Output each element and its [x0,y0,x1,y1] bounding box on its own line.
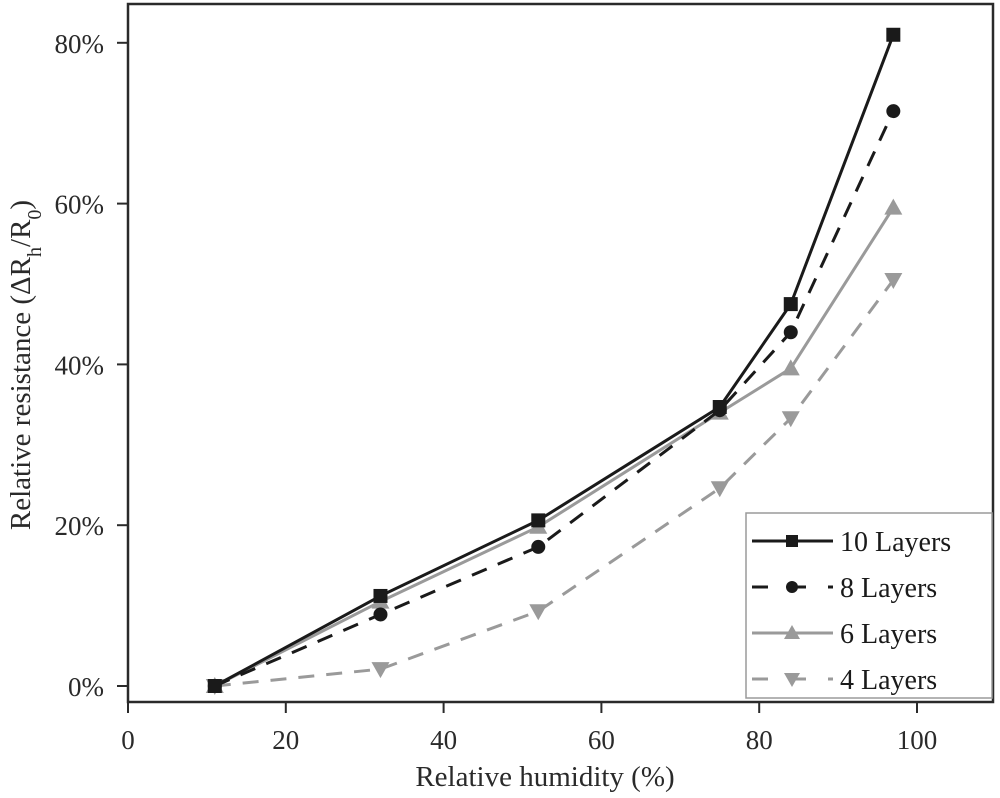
data-point [886,27,901,42]
data-point [531,513,546,528]
y-axis: 0% 20% 40% 60% 80% [55,29,128,702]
x-tick-label: 100 [897,725,938,755]
legend-item: 8 Layers [752,573,937,604]
series-10-layers [207,27,901,693]
data-point [712,400,727,415]
legend: 10 Layers 8 Layers 6 Layers 4 Layers [745,512,993,699]
data-point [783,297,798,312]
legend-item: 6 Layers [752,619,937,650]
y-tick-label: 40% [55,350,105,380]
plot-frame [126,2,995,704]
legend-label: 4 Layers [840,665,937,696]
data-point [884,198,903,215]
x-tick-label: 60 [588,725,615,755]
data-point [531,539,546,554]
y-tick-label: 60% [55,190,105,220]
data-point [373,607,388,622]
y-tick-label: 20% [55,511,105,541]
x-axis: 0 20 40 60 80 100 [121,702,937,755]
legend-label: 10 Layers [840,527,951,558]
data-point [373,588,388,603]
data-point [886,104,901,119]
data-point [529,604,548,621]
data-point [710,481,729,498]
y-tick-label: 0% [68,672,104,702]
x-tick-label: 20 [272,725,299,755]
data-point [207,679,222,693]
data-point [884,272,903,289]
legend-label: 8 Layers [840,573,937,604]
x-tick-label: 40 [430,725,457,755]
data-point [371,662,390,679]
x-tick-label: 80 [746,725,773,755]
legend-item: 10 Layers [752,527,951,558]
y-axis-title: Relative resistance (ΔRh/R0) [5,200,46,530]
data-point [781,411,800,428]
legend-item: 4 Layers [752,665,937,696]
plot-border [126,2,995,704]
x-axis-title: Relative humidity (%) [415,761,674,793]
data-point [781,359,800,376]
data-point [783,325,798,340]
y-tick-label: 80% [55,29,105,59]
legend-label: 6 Layers [840,619,937,650]
x-tick-label: 0 [121,725,135,755]
series-layer [205,27,903,695]
